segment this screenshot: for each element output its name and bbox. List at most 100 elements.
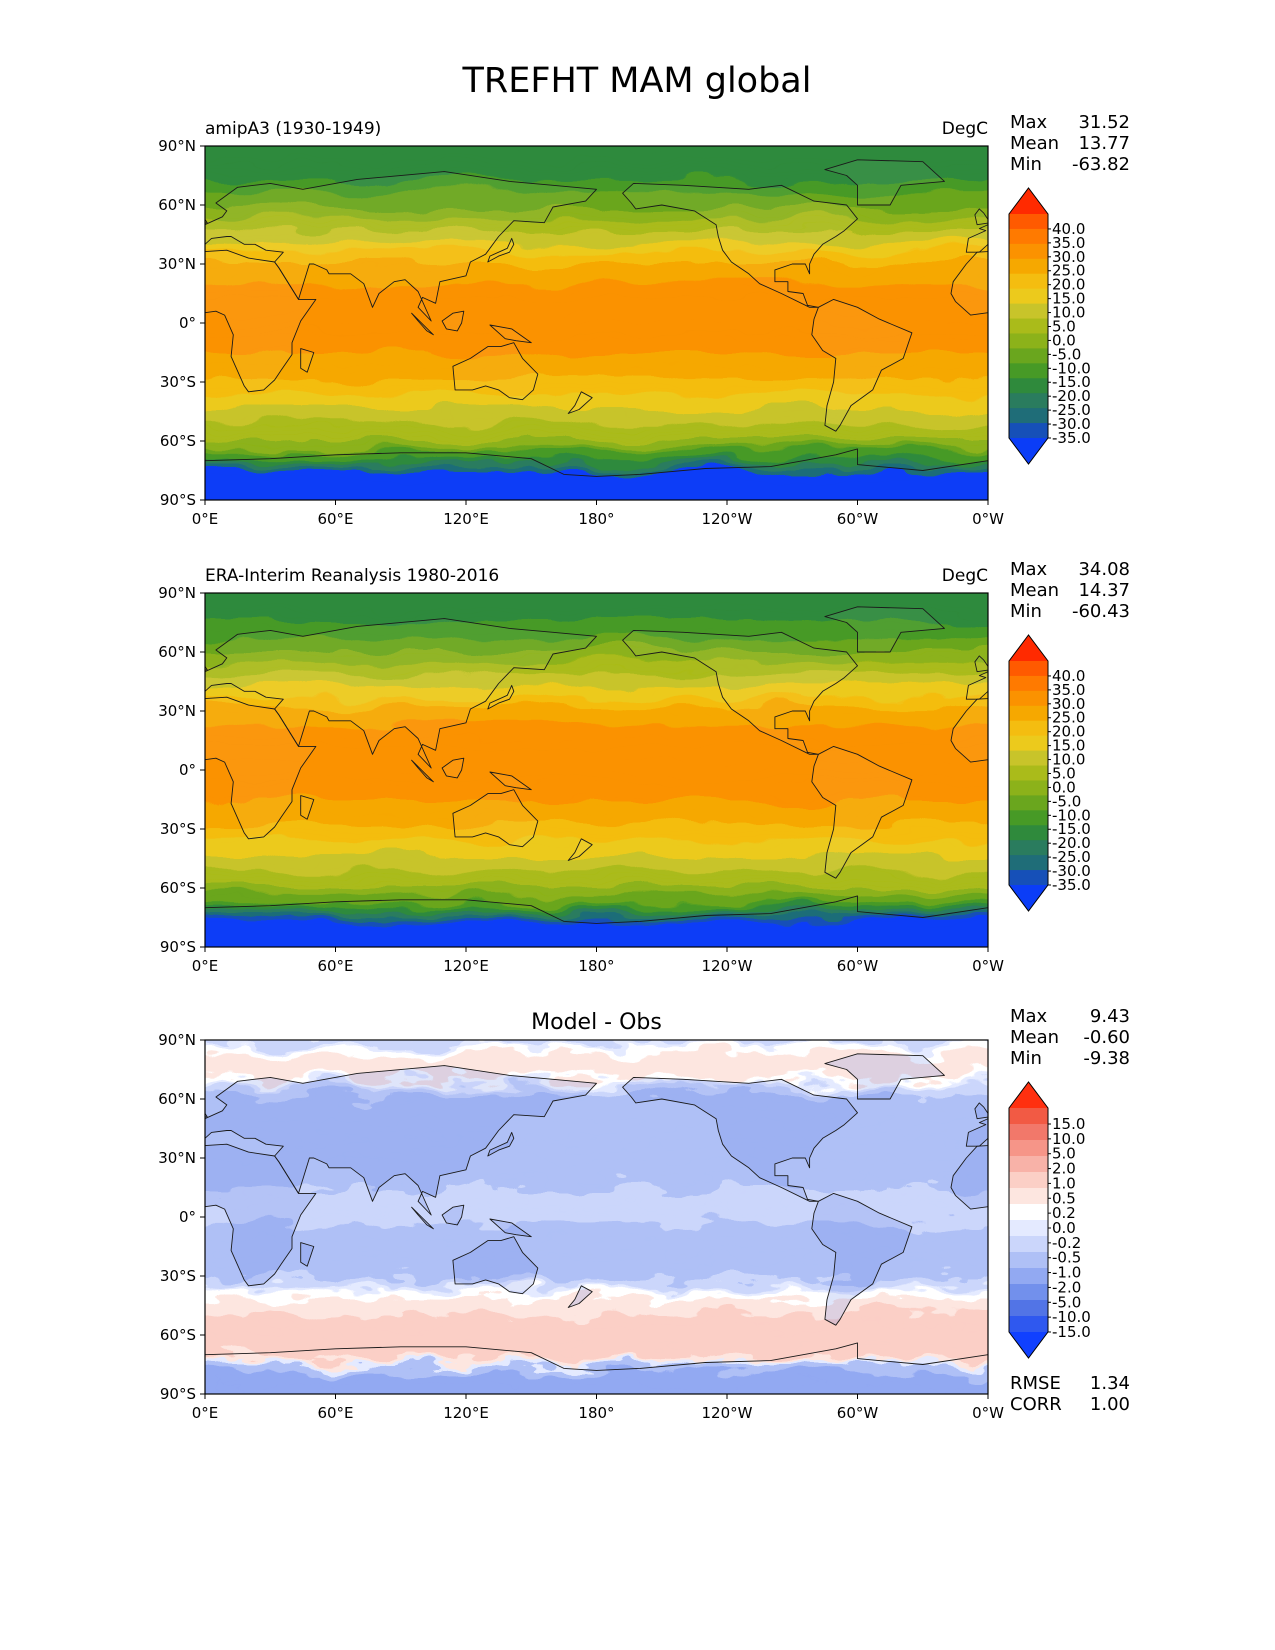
map-band — [205, 635, 988, 642]
map-band — [205, 1381, 988, 1388]
x-tick-label: 120°W — [702, 1404, 753, 1422]
map-band — [205, 306, 988, 313]
map-band — [205, 424, 988, 431]
colorbar-label: 15.0 — [1052, 737, 1085, 755]
colorbar-bin — [1009, 273, 1048, 290]
map-band — [205, 867, 988, 874]
map-band — [205, 156, 988, 163]
coastline-australia — [452, 789, 539, 848]
y-tick-label: 60°S — [160, 432, 196, 450]
map-band — [205, 654, 988, 661]
colorbar-label: -15.0 — [1052, 1323, 1091, 1341]
colorbar-label: -15.0 — [1052, 820, 1091, 838]
colorbar-label: 20.0 — [1052, 723, 1085, 741]
map-band — [205, 1164, 988, 1171]
map-band — [205, 772, 988, 779]
map-band — [205, 227, 988, 234]
colorbar-label: 15.0 — [1052, 290, 1085, 308]
x-tick-label: 0°E — [192, 510, 219, 528]
map-band — [205, 1153, 988, 1159]
x-tick-label: 180° — [578, 510, 614, 528]
map-band — [205, 1149, 988, 1156]
colorbar-bin — [1009, 288, 1048, 305]
map-band — [205, 647, 988, 653]
map-band — [205, 1349, 988, 1356]
map-band — [205, 674, 988, 681]
map-band — [205, 204, 988, 210]
map-band — [205, 1255, 988, 1262]
map-band — [205, 1157, 988, 1163]
map-band — [205, 812, 988, 819]
map-band — [205, 1369, 988, 1376]
map-band — [205, 1318, 988, 1325]
footer-stat-value: 1.34 — [1090, 1373, 1130, 1394]
stat-label: Min — [1010, 601, 1042, 622]
map-band — [205, 263, 988, 269]
x-tick-label: 60°E — [317, 957, 353, 975]
map-band — [205, 1125, 988, 1132]
y-tick-label: 90°S — [160, 938, 196, 956]
map-band — [205, 211, 988, 218]
map-band — [205, 678, 988, 685]
coastline-eurasia — [965, 224, 988, 253]
map-band — [205, 298, 988, 305]
y-tick-label: 30°N — [158, 702, 196, 720]
map-band — [205, 451, 988, 458]
map-band — [205, 1109, 988, 1116]
coastline-africa — [205, 249, 317, 393]
coastline-greenland — [824, 1053, 945, 1100]
colorbar-label: 15.0 — [1052, 1115, 1085, 1133]
map-band — [205, 816, 988, 823]
map-band — [205, 310, 988, 317]
map-band — [205, 662, 988, 669]
x-tick-label: 180° — [578, 1404, 614, 1422]
map-band — [205, 733, 988, 740]
map-band — [205, 440, 988, 446]
colorbar-label: 25.0 — [1052, 262, 1085, 280]
map-band — [205, 776, 988, 783]
colorbar-extend-top — [1009, 635, 1048, 661]
map-band — [205, 471, 988, 478]
map-band — [205, 1341, 988, 1348]
y-tick-label: 30°S — [160, 373, 196, 391]
units-label: DegC — [942, 119, 988, 139]
x-tick-label: 120°E — [443, 957, 489, 975]
colorbar-bin — [1009, 1172, 1048, 1189]
map-band — [205, 255, 988, 262]
map-band — [205, 337, 988, 344]
map-band — [205, 325, 988, 332]
map-band — [205, 627, 988, 634]
map-band — [205, 1188, 988, 1195]
map-band — [205, 871, 988, 878]
map-band — [205, 1121, 988, 1128]
coastline-sumatra — [411, 312, 434, 336]
colorbar-label: 20.0 — [1052, 276, 1085, 294]
map-band — [205, 1310, 988, 1317]
coastline-borneo — [441, 310, 465, 332]
colorbar-bin — [1009, 1316, 1048, 1333]
map-band — [205, 1306, 988, 1313]
map-band — [205, 934, 988, 941]
map-band — [205, 215, 988, 222]
map-band — [205, 1385, 988, 1392]
x-tick-label: 60°W — [837, 510, 879, 528]
colorbar-bin — [1009, 348, 1048, 364]
map-band — [205, 491, 988, 498]
coastline-antarctica — [205, 895, 988, 947]
map-band — [205, 938, 988, 945]
colorbar-extend-bottom — [1009, 885, 1048, 911]
colorbar-bin — [1009, 810, 1048, 826]
y-tick-label: 60°S — [160, 1326, 196, 1344]
map-band — [205, 1227, 988, 1234]
map-band — [205, 725, 988, 732]
colorbar-label: 5.0 — [1052, 317, 1076, 335]
map-band — [205, 207, 988, 214]
map-band — [205, 1278, 988, 1285]
map-band — [205, 274, 988, 281]
map-band — [205, 176, 988, 183]
colorbar-bin — [1009, 333, 1048, 349]
map-band — [205, 1235, 988, 1242]
map-band — [205, 408, 988, 415]
map-band — [205, 820, 988, 827]
x-tick-label: 120°E — [443, 510, 489, 528]
